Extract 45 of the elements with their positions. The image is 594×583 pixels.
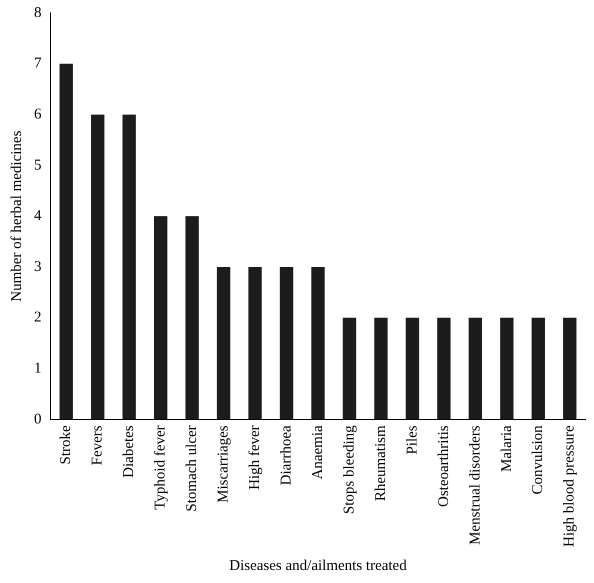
x-tick-label: High blood pressure: [562, 425, 578, 548]
x-tick-label: Stops bleeding: [341, 424, 358, 514]
bar: [406, 318, 420, 420]
bar: [532, 318, 545, 420]
x-tick-label: Rheumatism: [372, 425, 389, 502]
x-tick-label: Osteoarthritis: [436, 425, 452, 508]
y-axis-title: Number of herbal medicines: [8, 130, 25, 302]
bar: [216, 266, 230, 420]
x-tick-label: Piles: [404, 425, 420, 455]
y-tick-label: 0: [34, 411, 42, 428]
y-tick-label: 3: [34, 258, 42, 275]
bar: [248, 266, 262, 420]
x-tick-label: Fevers: [90, 425, 106, 466]
x-tick-label: Menstrual disorders: [467, 425, 484, 545]
x-tick-label: Diabetes: [121, 425, 138, 478]
bar: [154, 216, 168, 420]
x-tick-label: Anaemia: [310, 425, 326, 480]
bar: [122, 114, 136, 420]
y-tick-label: 5: [34, 157, 42, 174]
bar: [563, 318, 576, 420]
y-tick-label: 1: [34, 360, 42, 376]
bar: [374, 318, 388, 420]
bar: [342, 318, 356, 420]
x-tick-label: Stroke: [58, 425, 74, 465]
x-tick-label: Typhoid fever: [152, 425, 169, 510]
bar: [437, 318, 451, 420]
bar: [280, 266, 294, 420]
bar: [60, 64, 73, 420]
y-tick-label: 2: [34, 310, 42, 326]
x-tick-label: Diarrhoea: [278, 425, 294, 486]
y-tick-label: 6: [34, 106, 42, 123]
bar: [91, 114, 104, 420]
bar: [185, 216, 199, 420]
x-tick-label: Malaria: [498, 425, 515, 472]
bar: [500, 318, 514, 420]
y-tick-label: 8: [34, 4, 42, 21]
x-tick-label: Miscarriages: [216, 425, 232, 503]
x-tick-label: Convulsion: [530, 424, 546, 495]
x-tick-label: High fever: [246, 425, 263, 490]
x-tick-label: Stomach ulcer: [184, 425, 200, 512]
bar: [311, 266, 325, 420]
y-tick-label: 4: [34, 208, 42, 224]
x-axis-title: Diseases and/ailments treated: [229, 558, 408, 574]
bar: [468, 318, 482, 420]
y-tick-label: 7: [34, 56, 42, 72]
